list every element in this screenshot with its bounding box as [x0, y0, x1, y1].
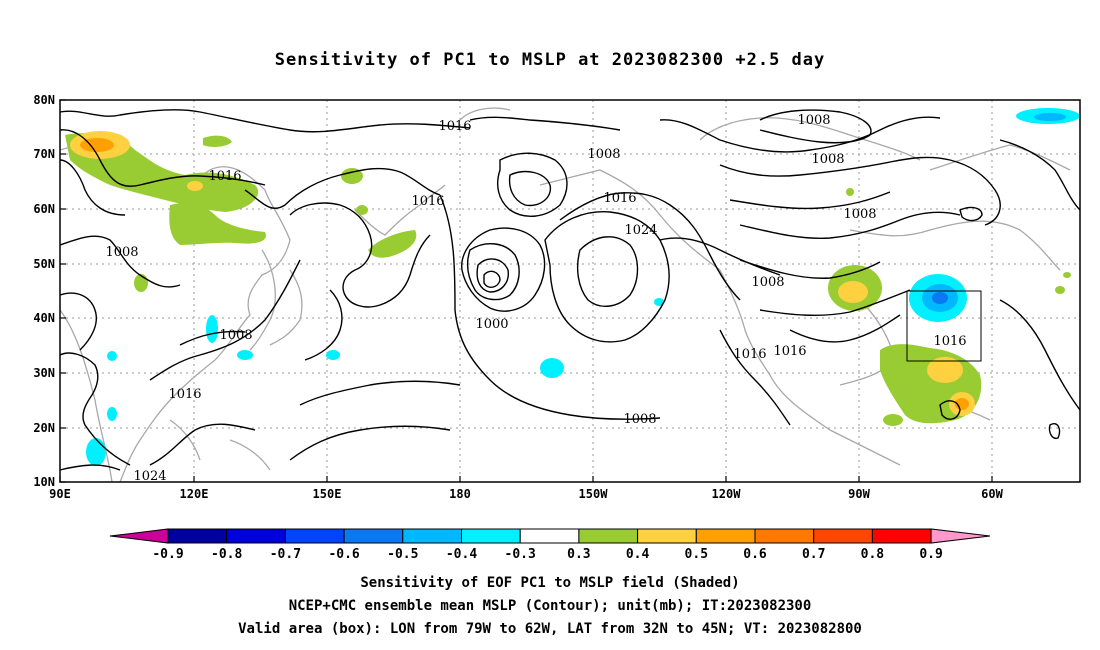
- map-title: Sensitivity of PC1 to MSLP at 2023082300…: [274, 50, 826, 70]
- caption-shading: Sensitivity of EOF PC1 to MSLP field (Sh…: [360, 575, 740, 591]
- contour-label: 1016: [603, 191, 636, 206]
- colorbar-swatch: [754, 528, 815, 544]
- contour-label: 1016: [773, 344, 806, 359]
- colorbar-label: -0.6: [328, 547, 359, 562]
- sensitivity-shading: [65, 108, 1080, 466]
- coastlines: [59, 107, 1071, 483]
- contour-label: 1016: [733, 347, 766, 362]
- colorbar-swatch: [461, 528, 521, 544]
- lon-tick-label: 90W: [848, 487, 870, 501]
- colorbar-label: -0.7: [270, 547, 301, 562]
- colorbar-label: 0.6: [743, 547, 767, 562]
- contour-label: 1016: [933, 334, 966, 349]
- colorbar-label: 0.3: [567, 547, 590, 562]
- colorbar-swatch: [813, 528, 873, 544]
- lat-tick-label: 80N: [33, 93, 55, 107]
- colorbar: -0.9 -0.8 -0.7 -0.6 -0.5 -0.4 -0.3 0.3 0.4 0.5 0.6…: [109, 528, 991, 562]
- colorbar-swatch: [578, 528, 639, 544]
- colorbar-label: 0.7: [802, 547, 825, 562]
- contour-label: 1024: [624, 223, 657, 238]
- colorbar-label: -0.4: [446, 547, 477, 562]
- colorbar-label: -0.5: [387, 547, 418, 562]
- colorbar-swatch: [871, 528, 932, 544]
- colorbar-swatch: [402, 528, 462, 544]
- colorbar-swatch: [226, 528, 286, 544]
- latitude-ticks: 80N 70N 60N 50N 40N 30N 20N 10N: [33, 93, 66, 489]
- map-frame: [59, 99, 1081, 483]
- contour-label: 1008: [587, 147, 620, 162]
- lat-tick-label: 10N: [33, 475, 55, 489]
- caption-valid-area: Valid area (box): LON from 79W to 62W, L…: [238, 621, 862, 637]
- contour-label: 1024: [133, 469, 166, 484]
- contour-label: 1008: [105, 245, 138, 260]
- lon-tick-label: 150W: [579, 487, 609, 501]
- lon-tick-label: 120W: [712, 487, 742, 501]
- colorbar-high-triangle: [930, 528, 991, 544]
- mslp-contours: [59, 109, 1081, 471]
- colorbar-label: -0.8: [211, 547, 242, 562]
- contour-label: 1008: [843, 207, 876, 222]
- colorbar-swatch: [343, 528, 404, 544]
- colorbar-swatch: [519, 528, 580, 544]
- longitude-ticks: 90E 120E 150E 180 150W 120W 90W 60W: [49, 476, 1004, 501]
- contour-label: 1008: [811, 152, 844, 167]
- contour-label: 1008: [797, 113, 830, 128]
- lon-tick-label: 60W: [981, 487, 1003, 501]
- contour-label: 1008: [219, 328, 252, 343]
- lat-tick-label: 20N: [33, 421, 55, 435]
- colorbar-label: -0.9: [152, 547, 183, 562]
- lat-tick-label: 60N: [33, 202, 55, 216]
- lat-tick-label: 70N: [33, 147, 55, 161]
- colorbar-low-triangle: [109, 528, 169, 544]
- colorbar-swatch: [695, 528, 756, 544]
- contour-label: 1000: [475, 317, 508, 332]
- colorbar-label: 0.9: [919, 547, 942, 562]
- colorbar-label: 0.4: [626, 547, 650, 562]
- caption-contour: NCEP+CMC ensemble mean MSLP (Contour); u…: [288, 598, 812, 614]
- colorbar-label: 0.5: [685, 547, 708, 562]
- contour-label: 1016: [168, 387, 201, 402]
- colorbar-swatch: [167, 528, 228, 544]
- lat-tick-label: 50N: [33, 257, 55, 271]
- valid-area-box: [906, 290, 982, 362]
- lon-tick-label: 150E: [313, 487, 342, 501]
- contour-label: 1008: [623, 412, 656, 427]
- contour-label: 1016: [438, 119, 471, 134]
- lon-tick-label: 180: [449, 487, 471, 501]
- lon-tick-label: 120E: [180, 487, 209, 501]
- lat-tick-label: 40N: [33, 311, 55, 325]
- colorbar-label: 0.8: [861, 547, 885, 562]
- colorbar-swatch: [637, 528, 697, 544]
- contour-label: 1016: [411, 194, 444, 209]
- colorbar-label: -0.3: [505, 547, 536, 562]
- contour-label: 1016: [208, 169, 241, 184]
- lat-tick-label: 30N: [33, 366, 55, 380]
- contour-label: 1008: [751, 275, 784, 290]
- lon-tick-label: 90E: [49, 487, 71, 501]
- contour-labels: 1016 1016 1016 1008 1008 1016 1024 1000 1008 1016…: [105, 113, 966, 484]
- colorbar-swatch: [284, 528, 345, 544]
